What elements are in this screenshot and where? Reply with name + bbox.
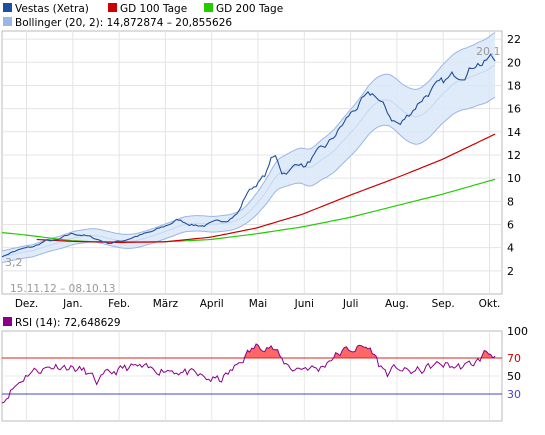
x-tick-label: Aug. [385, 298, 409, 310]
legend-swatch-bollinger [3, 17, 12, 26]
y-axis-labels: 2 4 6 8 10 12 14 16 18 20 22 [507, 33, 521, 278]
y-tick-label: 8 [507, 195, 514, 208]
period-label: 15.11.12 – 08.10.13 [10, 283, 115, 295]
rsi-overbought-fill [2, 344, 496, 358]
y-tick-label: 4 [507, 242, 514, 255]
x-axis-labels: Dez. Jan. Feb. März April Mai Juni Juli Aug. Sep.… [15, 298, 501, 310]
rsi-line [1, 343, 496, 404]
y-tick-label: 12 [507, 149, 521, 162]
bollinger-upper-line [1, 31, 496, 252]
y-tick-label: 2 [507, 265, 514, 278]
rsi-grid [2, 331, 502, 421]
rsi-tick-label: 100 [507, 325, 528, 338]
bollinger-middle-line [1, 64, 496, 258]
y-tick-label: 18 [507, 79, 521, 92]
legend: Vestas (Xetra) GD 100 Tage GD 200 Tage B… [3, 3, 283, 329]
legend-swatch-sma200 [204, 3, 213, 12]
main-plot-area [1, 30, 503, 295]
y-tick-label: 10 [507, 172, 521, 185]
rsi-tick-label: 30 [507, 388, 521, 401]
max-price-label: 20,1 [476, 45, 501, 58]
x-tick-label: Okt. [479, 298, 501, 310]
legend-label-sma100: GD 100 Tage [120, 3, 187, 15]
x-tick-label: Juni [294, 298, 314, 310]
legend-label-price: Vestas (Xetra) [15, 3, 89, 15]
x-tick-label: Mai [249, 298, 267, 310]
y-tick-label: 20 [507, 56, 521, 69]
x-tick-label: März [153, 298, 179, 310]
rsi-tick-label: 50 [507, 370, 521, 383]
bollinger-lower-line [1, 96, 496, 264]
x-tick-label: Sep. [432, 298, 455, 310]
min-price-label: 3,2 [5, 256, 23, 269]
legend-swatch-sma100 [108, 3, 117, 12]
x-tick-label: April [200, 298, 224, 310]
legend-swatch-rsi [3, 317, 12, 326]
x-tick-label: Jan. [62, 298, 83, 310]
legend-label-sma200: GD 200 Tage [216, 3, 283, 15]
y-tick-label: 6 [507, 218, 514, 231]
y-tick-label: 22 [507, 33, 521, 46]
y-tick-label: 14 [507, 126, 521, 139]
y-tick-label: 16 [507, 103, 521, 116]
x-tick-label: Dez. [15, 298, 38, 310]
legend-label-bollinger: Bollinger (20, 2): 14,872874 – 20,855626 [15, 17, 232, 29]
price-line [1, 53, 496, 258]
x-tick-label: Juli [342, 298, 359, 310]
rsi-y-axis-labels: 30 50 70 100 [507, 325, 528, 401]
x-tick-label: Feb. [108, 298, 130, 310]
legend-swatch-price [3, 3, 12, 12]
rsi-tick-label: 70 [507, 352, 521, 365]
bollinger-band [2, 32, 496, 263]
legend-label-rsi: RSI (14): 72,648629 [15, 317, 121, 329]
